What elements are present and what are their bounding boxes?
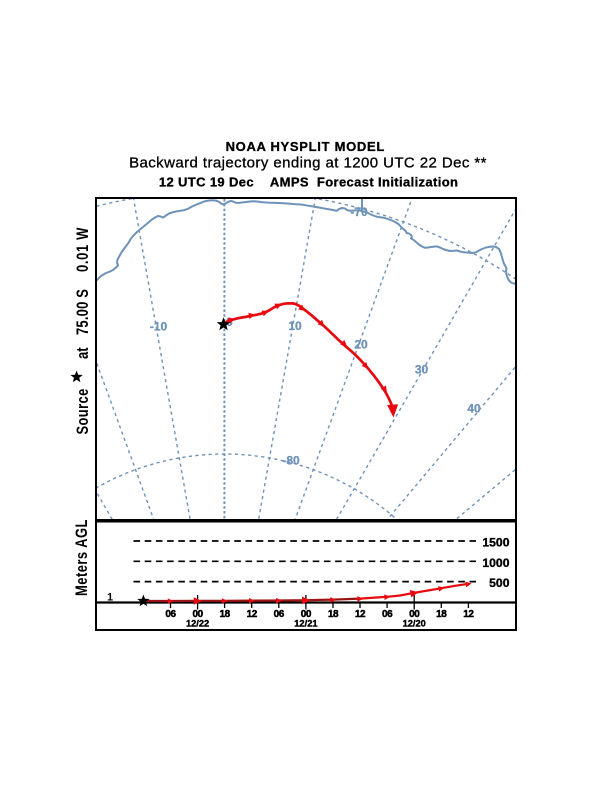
svg-text:1000: 1000 bbox=[482, 556, 509, 570]
svg-text:06: 06 bbox=[274, 609, 285, 620]
svg-text:18: 18 bbox=[328, 609, 339, 620]
svg-text:75.00 S: 75.00 S bbox=[75, 289, 93, 335]
svg-text:12: 12 bbox=[355, 609, 366, 620]
svg-text:00: 00 bbox=[409, 609, 420, 620]
svg-text:0.01 W: 0.01 W bbox=[75, 227, 93, 272]
svg-text:at: at bbox=[75, 347, 93, 359]
svg-text:Source: Source bbox=[75, 388, 93, 434]
svg-text:30: 30 bbox=[415, 363, 429, 377]
svg-text:40: 40 bbox=[467, 402, 481, 416]
svg-text:18: 18 bbox=[219, 609, 230, 620]
svg-text:06: 06 bbox=[382, 609, 393, 620]
svg-text:12: 12 bbox=[463, 609, 474, 620]
svg-text:20: 20 bbox=[354, 338, 368, 352]
svg-text:12/22: 12/22 bbox=[186, 619, 209, 629]
svg-text:12/20: 12/20 bbox=[403, 619, 426, 629]
svg-text:06: 06 bbox=[165, 609, 176, 620]
svg-text:-80: -80 bbox=[282, 454, 300, 468]
svg-text:1: 1 bbox=[107, 592, 113, 604]
svg-text:00: 00 bbox=[192, 609, 203, 620]
svg-text:10: 10 bbox=[288, 319, 302, 333]
svg-text:12: 12 bbox=[247, 609, 258, 620]
svg-text:12 UTC 19 Dec AMPS Forecas: 12 UTC 19 Dec AMPS Forecast Initializati… bbox=[159, 174, 458, 189]
svg-text:12/21: 12/21 bbox=[294, 619, 317, 629]
svg-text:1500: 1500 bbox=[482, 536, 509, 550]
svg-text:Meters AGL: Meters AGL bbox=[74, 519, 92, 596]
svg-text:-10: -10 bbox=[150, 320, 168, 334]
svg-text:00: 00 bbox=[301, 609, 312, 620]
svg-text:Backward trajectory ending at: Backward trajectory ending at 1200 UTC 2… bbox=[129, 155, 487, 172]
svg-text:NOAA HYSPLIT MODEL: NOAA HYSPLIT MODEL bbox=[226, 139, 385, 154]
svg-text:500: 500 bbox=[489, 576, 510, 590]
svg-text:18: 18 bbox=[436, 609, 447, 620]
svg-text:-70: -70 bbox=[350, 205, 368, 219]
